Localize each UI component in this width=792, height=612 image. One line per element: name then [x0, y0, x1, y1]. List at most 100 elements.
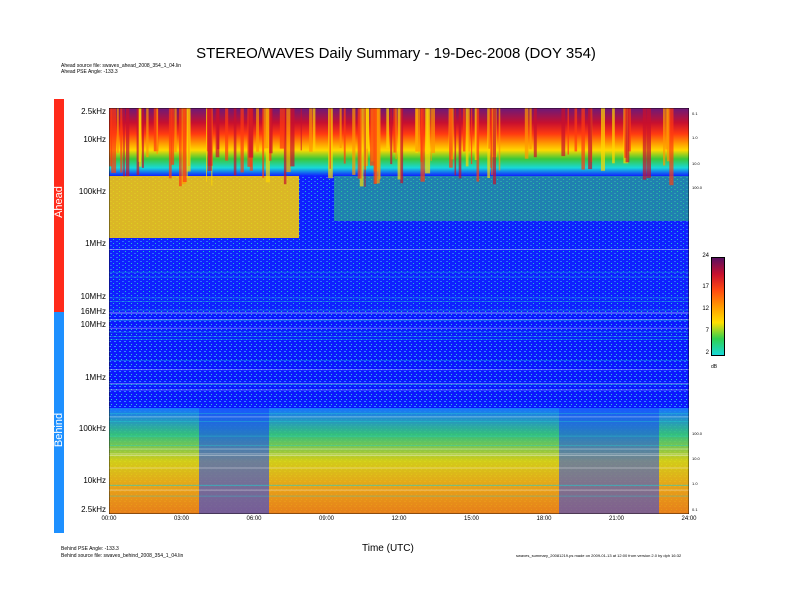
ahead-streak — [225, 108, 229, 161]
ahead-streak — [663, 108, 666, 166]
interference-line — [109, 416, 689, 418]
ahead-streak — [138, 108, 141, 162]
ahead-streak — [524, 108, 529, 159]
colorbar-tick: 24 — [702, 253, 709, 259]
behind-y-tick: 10MHz — [80, 320, 106, 329]
ahead-y-tick: 100kHz — [78, 187, 106, 196]
ahead-streak — [533, 108, 537, 158]
x-tick: 00:00 — [101, 516, 117, 522]
interference-line — [109, 445, 689, 446]
ahead-streak — [357, 108, 362, 179]
interference-line — [109, 249, 689, 250]
interference-line — [109, 467, 689, 469]
ahead-streak — [420, 108, 425, 182]
behind-quiet-region-1 — [199, 408, 269, 514]
interference-line — [109, 448, 689, 450]
interference-line — [109, 384, 689, 385]
colorbar-tick: 2 — [705, 350, 709, 356]
ahead-streak — [458, 108, 462, 179]
ahead-streak — [415, 108, 421, 152]
interference-line — [109, 319, 689, 320]
ahead-burst-region — [109, 176, 299, 238]
ahead-streak — [186, 108, 188, 178]
ahead-streak — [487, 108, 490, 178]
behind-panel-bar: Behind — [53, 312, 65, 533]
ahead-streak — [567, 108, 569, 155]
behind-right-tick: 0.1 — [692, 507, 698, 512]
ahead-streak — [449, 108, 453, 168]
interference-line — [109, 484, 689, 486]
spectrogram-plot — [109, 108, 689, 514]
interference-line — [109, 489, 689, 491]
interference-line — [109, 360, 689, 361]
ahead-streak — [378, 108, 381, 180]
ahead-streak — [374, 108, 380, 184]
ahead-streak — [343, 108, 346, 164]
interference-line — [109, 309, 689, 311]
interference-line — [109, 453, 689, 455]
ahead-streak — [262, 108, 265, 178]
ahead-streak — [141, 108, 144, 168]
ahead-streak — [666, 108, 671, 162]
interference-line — [109, 435, 689, 437]
ahead-streak — [109, 108, 112, 167]
ahead-streak — [286, 108, 291, 172]
ahead-streak — [465, 108, 469, 167]
ahead-streak — [462, 108, 466, 152]
interference-line — [109, 338, 689, 340]
ahead-y-tick: 10MHz — [80, 292, 106, 301]
ahead-streak — [240, 108, 244, 173]
ahead-streak — [420, 108, 423, 162]
ahead-streak — [625, 108, 630, 163]
ahead-streak — [156, 108, 158, 154]
ahead-y-tick: 2.5kHz — [81, 107, 106, 116]
ahead-streak — [588, 108, 593, 170]
ahead-streak — [669, 108, 674, 186]
interference-line — [109, 485, 689, 486]
ahead-y-tick: 10kHz — [83, 135, 106, 144]
interference-line — [109, 271, 689, 273]
x-tick: 12:00 — [391, 516, 407, 522]
ahead-streak — [470, 108, 473, 165]
ahead-streak — [309, 108, 313, 152]
x-tick: 06:00 — [246, 516, 262, 522]
ahead-streak — [601, 108, 605, 171]
ahead-mid-band — [334, 176, 689, 221]
ahead-streak — [168, 108, 172, 179]
ahead-streak — [186, 108, 191, 172]
ahead-right-tick: 10.0 — [692, 161, 700, 166]
x-axis-title: Time (UTC) — [362, 543, 414, 554]
behind-right-tick: 10.0 — [692, 456, 700, 461]
ahead-streak — [386, 108, 389, 149]
colorbar-tick: 17 — [702, 283, 709, 290]
ahead-streak — [256, 108, 259, 152]
ahead-streak — [397, 108, 402, 180]
ahead-streak — [393, 108, 397, 153]
colorbar — [711, 257, 725, 356]
ahead-right-tick: 1.0 — [692, 135, 698, 140]
ahead-streak — [207, 108, 212, 171]
ahead-streak — [136, 108, 140, 176]
ahead-panel-label: Ahead — [53, 186, 65, 218]
ahead-streak — [263, 108, 269, 149]
ahead-streak — [153, 108, 159, 152]
behind-y-tick: 2.5kHz — [81, 505, 106, 514]
ahead-streak — [624, 108, 627, 158]
ahead-streak — [123, 108, 125, 177]
interference-line — [109, 301, 689, 302]
ahead-streak — [206, 108, 207, 182]
ahead-streak — [493, 108, 496, 185]
interference-line — [109, 389, 689, 391]
ahead-streak — [373, 108, 377, 184]
interference-line — [109, 331, 689, 333]
behind-y-tick: 100kHz — [78, 424, 106, 433]
ahead-source-note: Ahead source file: swaves_ahead_2008_354… — [61, 63, 182, 69]
ahead-right-tick: 100.0 — [692, 185, 703, 190]
ahead-streak — [290, 108, 295, 167]
x-tick: 15:00 — [463, 516, 479, 522]
ahead-streak — [377, 108, 379, 168]
behind-pse-note: Behind PSE Angle: -133.3 — [61, 546, 119, 552]
ahead-streak — [364, 108, 366, 187]
ahead-streak — [574, 108, 578, 152]
ahead-streak — [395, 108, 397, 160]
